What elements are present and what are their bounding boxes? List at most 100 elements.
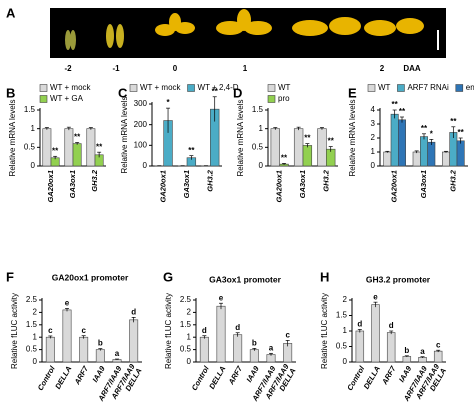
legend-swatch xyxy=(367,84,376,92)
bar xyxy=(293,128,304,167)
y-tick-label: 300 xyxy=(134,99,148,108)
y-tick-label: 0.5 xyxy=(24,142,36,151)
y-axis-label: Relative mRNA levels xyxy=(236,100,245,177)
x-tick-label: GA3ox1 xyxy=(182,170,191,198)
flowers xyxy=(65,9,424,50)
y-axis-label: Relative mRNA levels xyxy=(8,100,17,177)
bar xyxy=(216,305,226,363)
error-bar xyxy=(296,126,301,131)
x-tick-label: ARF7 xyxy=(226,364,245,387)
annotation: ** xyxy=(421,124,428,133)
annotation: d xyxy=(389,321,394,330)
bar xyxy=(442,151,450,167)
panel-label: D xyxy=(233,85,242,100)
bar xyxy=(383,151,392,167)
bar xyxy=(45,336,55,363)
legend-label: WT + mock xyxy=(140,83,182,92)
annotation: ** xyxy=(304,134,311,143)
x-tick-label: GA3ox1 xyxy=(68,170,77,198)
bar xyxy=(412,151,421,167)
chart-title: GH3.2 promoter xyxy=(366,274,431,284)
bar xyxy=(433,350,443,363)
y-tick-label: 0 xyxy=(31,161,36,170)
x-tick-label: GA20ox1 xyxy=(46,170,55,203)
bar xyxy=(64,128,74,167)
annotation: d xyxy=(202,326,207,335)
x-tick-label: GH3.2 xyxy=(205,169,214,192)
y-tick-label: 2 xyxy=(187,308,192,317)
y-tick-label: 1 xyxy=(259,124,264,133)
annotation: e xyxy=(219,293,224,302)
error-bar xyxy=(65,308,69,312)
annotation: b xyxy=(404,346,409,355)
legend-swatch xyxy=(39,95,48,103)
y-tick-label: 0 xyxy=(371,161,376,170)
x-tick-label: DELLA xyxy=(53,364,73,390)
legend-swatch xyxy=(129,84,138,92)
x-tick-label: ARF7 xyxy=(380,364,399,387)
y-tick-label: 1.5 xyxy=(336,311,348,320)
annotation: e xyxy=(65,299,70,308)
panel-label: H xyxy=(320,269,329,284)
y-tick-label: 0 xyxy=(33,357,38,366)
x-tick-label: IAA9 xyxy=(90,364,107,384)
y-tick-label: 0 xyxy=(143,161,148,170)
bar xyxy=(302,145,313,167)
y-tick-label: 1.5 xyxy=(180,320,192,329)
error-bar xyxy=(81,335,86,339)
error-bar xyxy=(357,329,362,333)
legend-label: WT + GA xyxy=(50,94,84,103)
bar xyxy=(72,143,82,167)
error-bar xyxy=(328,146,333,152)
annotation: d xyxy=(131,307,136,316)
legend-label: pro xyxy=(278,94,290,103)
error-bar xyxy=(400,116,404,123)
photo xyxy=(50,8,446,58)
stage-label: 0 xyxy=(173,64,178,73)
annotation: ** xyxy=(281,153,288,162)
panel-label: A xyxy=(6,5,16,20)
y-tick-label: 200 xyxy=(134,120,148,129)
panel-label: E xyxy=(348,85,357,100)
annotation: a xyxy=(115,349,120,358)
y-tick-label: 2.5 xyxy=(180,295,192,304)
y-tick-label: 1 xyxy=(371,147,376,156)
x-tick-label: GA3ox1 xyxy=(298,170,307,198)
error-bar xyxy=(269,352,273,356)
y-tick-label: 1 xyxy=(33,332,38,341)
error-bar xyxy=(75,142,80,145)
y-tick-label: 0 xyxy=(343,357,348,366)
annotation: c xyxy=(48,326,53,335)
bar xyxy=(233,334,243,363)
annotation: ** xyxy=(96,142,103,151)
y-tick-label: 0.5 xyxy=(180,345,192,354)
x-tick-label: GH3.2 xyxy=(448,169,457,192)
bar xyxy=(42,128,52,167)
bar xyxy=(317,128,327,167)
error-bar xyxy=(389,330,394,335)
legend-swatch xyxy=(39,84,48,92)
stage-label: -2 xyxy=(64,64,72,73)
error-bar xyxy=(422,133,426,140)
y-tick-label: 0.5 xyxy=(26,345,38,354)
y-tick-label: 1 xyxy=(31,124,36,133)
y-tick-label: 2 xyxy=(371,133,376,142)
panel-label: B xyxy=(6,85,15,100)
error-bar xyxy=(189,155,194,160)
annotation: ** xyxy=(392,100,399,109)
x-tick-label: Control xyxy=(36,364,58,392)
y-axis-label: Relative mRNA levels xyxy=(120,97,129,174)
error-bar xyxy=(429,139,434,145)
bar xyxy=(390,113,399,167)
error-bar xyxy=(458,137,463,144)
y-tick-label: 3 xyxy=(371,119,376,128)
error-bar xyxy=(212,96,217,122)
legend-label: WT xyxy=(378,83,391,92)
bar xyxy=(79,336,89,363)
bar xyxy=(386,332,396,363)
legend-swatch xyxy=(397,84,405,92)
error-bar xyxy=(53,155,58,160)
error-bar xyxy=(414,150,419,154)
legend-label: WT + 2,4-D xyxy=(198,83,239,92)
y-tick-label: 2 xyxy=(343,295,348,304)
